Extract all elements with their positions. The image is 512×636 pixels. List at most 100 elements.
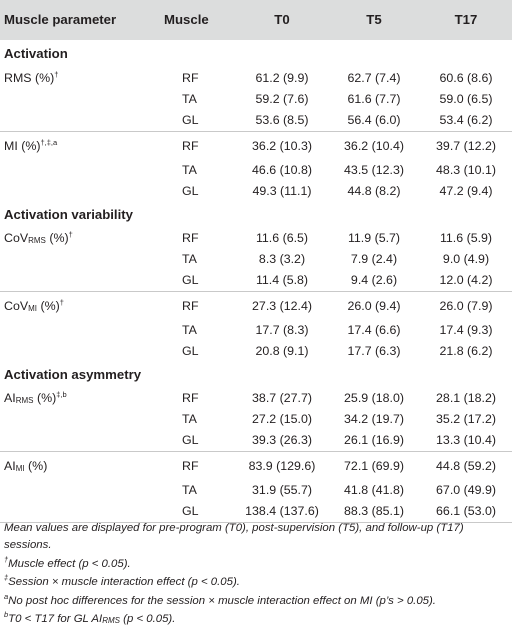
muscle-cell: GL (182, 184, 199, 198)
value-t0: 27.3 (12.4) (252, 299, 312, 313)
value-t0: 17.7 (8.3) (255, 323, 309, 337)
table-row: RMS (%)† RF 61.2 (9.9) 62.7 (7.4) 60.6 (… (0, 68, 512, 89)
muscle-cell: TA (182, 483, 197, 497)
param-label-rms: RMS (%)† (0, 68, 160, 89)
value-t5: 9.4 (2.6) (328, 270, 420, 292)
value-t5: 26.1 (16.9) (328, 430, 420, 452)
param-footnote-mark: ‡,b (56, 390, 67, 400)
value-t17: 13.3 (10.4) (420, 430, 512, 452)
value-t0: 61.2 (9.9) (255, 71, 309, 85)
table-row: TA 8.3 (3.2) 7.9 (2.4) 9.0 (4.9) (0, 249, 512, 270)
param-label-mi: MI (%)†,‡,a (0, 132, 160, 161)
value-t17: 35.2 (17.2) (436, 412, 496, 426)
table-row: TA 46.6 (10.8) 43.5 (12.3) 48.3 (10.1) (0, 160, 512, 181)
table-header-row: Muscle parameter Muscle T0 T5 T17 (0, 0, 512, 40)
param-label-covrms: CoVRMS (%)† (4, 230, 73, 246)
muscle-cell: TA (182, 163, 197, 177)
value-t0: 49.3 (11.1) (252, 184, 312, 198)
value-t5: 43.5 (12.3) (344, 163, 404, 177)
table-row: CoVRMS (%)† RF 11.6 (6.5) 11.9 (5.7) 11.… (0, 228, 512, 249)
muscle-cell: GL (160, 110, 236, 132)
value-t17: 44.8 (59.2) (436, 459, 496, 473)
section-row: Activation variability (0, 202, 512, 228)
value-t0: 20.8 (9.1) (255, 344, 309, 358)
value-t17: 47.2 (9.4) (439, 184, 493, 198)
value-t5: 61.6 (7.7) (347, 92, 401, 106)
value-t17: 67.0 (49.9) (436, 483, 496, 497)
section-row: Activation asymmetry (0, 362, 512, 388)
value-t5: 72.1 (69.9) (344, 459, 404, 473)
value-t17: 28.1 (18.2) (436, 391, 496, 405)
muscle-cell: TA (182, 412, 197, 426)
muscle-cell: TA (182, 92, 197, 106)
table-row: GL 138.4 (137.6) 88.3 (85.1) 66.1 (53.0) (0, 501, 512, 523)
header-parameter: Muscle parameter (4, 12, 117, 27)
value-t0: 38.7 (27.7) (252, 391, 312, 405)
value-t5: 25.9 (18.0) (344, 391, 404, 405)
value-t5: 41.8 (41.8) (344, 483, 404, 497)
table-row: TA 17.7 (8.3) 17.4 (6.6) 17.4 (9.3) (0, 320, 512, 341)
table-row: GL 11.4 (5.8) 9.4 (2.6) 12.0 (4.2) (0, 270, 512, 292)
header-t17: T17 (454, 12, 478, 27)
value-t5: 36.2 (10.4) (344, 139, 404, 153)
param-footnote-mark: † (68, 230, 73, 240)
muscle-cell: RF (182, 299, 199, 313)
table-footnotes: Mean values are displayed for pre-progra… (4, 520, 510, 630)
value-t5: 56.4 (6.0) (328, 110, 420, 132)
value-t17: 12.0 (4.2) (420, 270, 512, 292)
table-row: GL 53.6 (8.5) 56.4 (6.0) 53.4 (6.2) (0, 110, 512, 132)
results-table: Muscle parameter Muscle T0 T5 T17 Activa… (0, 0, 512, 523)
value-t0: 36.2 (10.3) (252, 139, 312, 153)
value-t0: 138.4 (137.6) (236, 501, 328, 523)
value-t0: 11.6 (6.5) (255, 231, 309, 245)
value-t0: 83.9 (129.6) (248, 459, 316, 473)
section-title-variability: Activation variability (4, 207, 133, 222)
value-t0: 46.6 (10.8) (252, 163, 312, 177)
value-t17: 39.7 (12.2) (436, 139, 496, 153)
header-t0: T0 (274, 12, 290, 27)
value-t17: 59.0 (6.5) (439, 92, 493, 106)
value-t17: 17.4 (9.3) (439, 323, 493, 337)
param-name: MI (%) (4, 139, 41, 153)
table-row: TA 27.2 (15.0) 34.2 (19.7) 35.2 (17.2) (0, 409, 512, 430)
muscle-cell: RF (182, 459, 199, 473)
section-title-activation: Activation (4, 46, 68, 61)
muscle-cell: TA (182, 323, 197, 337)
param-label-aimi: AIMI (%) (4, 459, 48, 474)
footnote-t0-t17: bT0 < T17 for GL AIRMS (p < 0.05). (4, 610, 176, 626)
table-row: GL 39.3 (26.3) 26.1 (16.9) 13.3 (10.4) (0, 430, 512, 452)
muscle-cell: RF (182, 231, 199, 245)
value-t0: 39.3 (26.3) (236, 430, 328, 452)
muscle-cell: TA (182, 252, 197, 266)
value-t5: 11.9 (5.7) (347, 231, 401, 245)
muscle-cell: GL (160, 430, 236, 452)
value-t17: 21.8 (6.2) (439, 344, 493, 358)
value-t0: 53.6 (8.5) (236, 110, 328, 132)
muscle-cell: RF (182, 71, 199, 85)
value-t5: 17.7 (6.3) (347, 344, 401, 358)
footnote-post-hoc: aNo post hoc differences for the session… (4, 591, 436, 607)
table-row: AIRMS (%)‡,b RF 38.7 (27.7) 25.9 (18.0) … (0, 388, 512, 409)
footnote-muscle-effect: †Muscle effect (p < 0.05). (4, 554, 131, 570)
value-t5: 17.4 (6.6) (347, 323, 401, 337)
value-t17: 53.4 (6.2) (420, 110, 512, 132)
value-t17: 66.1 (53.0) (420, 501, 512, 523)
table-row: MI (%)†,‡,a RF 36.2 (10.3) 36.2 (10.4) 3… (0, 132, 512, 161)
value-t5: 44.8 (8.2) (347, 184, 401, 198)
param-footnote-mark: †,‡,a (40, 138, 58, 148)
section-row: Activation (0, 40, 512, 68)
value-t5: 34.2 (19.7) (344, 412, 404, 426)
value-t0: 59.2 (7.6) (255, 92, 309, 106)
value-t5: 7.9 (2.4) (350, 252, 398, 266)
header-t5: T5 (366, 12, 382, 27)
value-t0: 8.3 (3.2) (258, 252, 306, 266)
header-muscle: Muscle (164, 12, 209, 27)
value-t17: 26.0 (7.9) (439, 299, 493, 313)
footnote-mean-values: Mean values are displayed for pre-progra… (4, 522, 464, 551)
muscle-cell: RF (182, 139, 199, 153)
value-t17: 9.0 (4.9) (442, 252, 490, 266)
value-t5: 62.7 (7.4) (347, 71, 401, 85)
table-row: GL 20.8 (9.1) 17.7 (6.3) 21.8 (6.2) (0, 341, 512, 362)
value-t17: 11.6 (5.9) (439, 231, 493, 245)
